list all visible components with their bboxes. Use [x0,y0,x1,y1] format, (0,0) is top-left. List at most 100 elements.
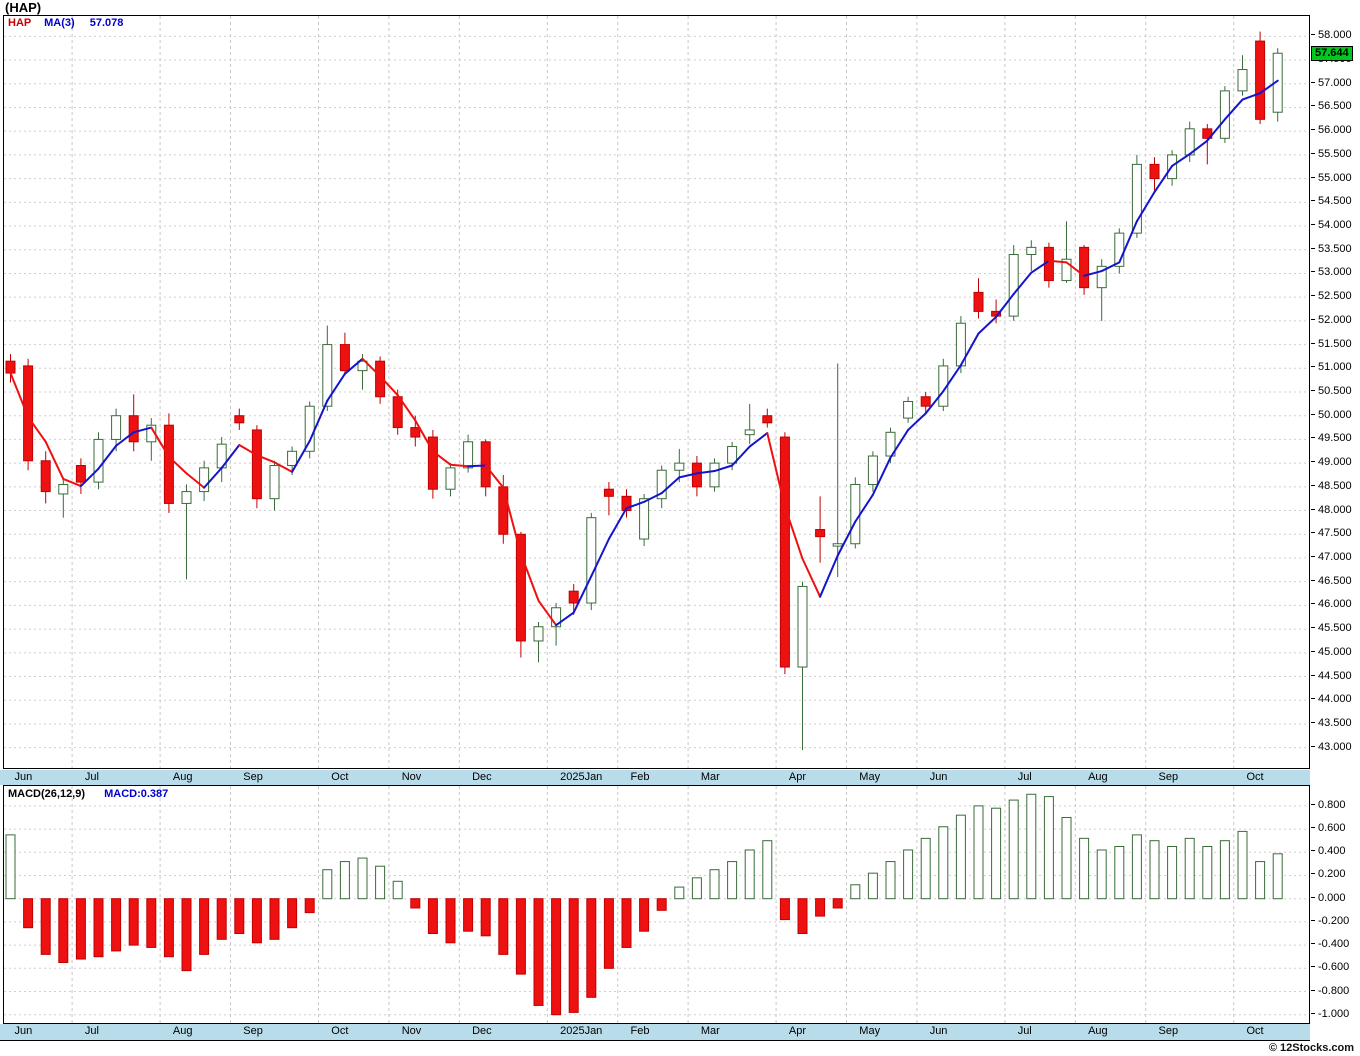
candle-up [639,498,650,540]
candle-down [251,429,262,500]
price-axis-label: 56.500 [1311,100,1352,112]
ma-indicator-label: MA(3) [44,17,75,29]
macd-bar-positive [1008,799,1019,900]
price-axis-label: 47.500 [1311,527,1352,539]
candle-down [920,396,931,407]
price-axis-label: 51.500 [1311,338,1352,350]
price-axis-label: 45.000 [1311,646,1352,658]
candle-up [903,400,914,419]
price-axis-label: 54.000 [1311,219,1352,231]
macd-bar-positive [1255,861,1266,900]
macd-chart [3,785,1310,1024]
candle-up [797,585,808,668]
macd-bar-positive [1219,840,1230,900]
macd-bar-positive [322,869,333,900]
macd-bar-positive [727,861,738,900]
macd-bar-positive [1043,796,1054,900]
candle-up [1061,258,1072,282]
macd-axis-label: -0.800 [1311,985,1349,997]
candle-down [5,360,16,374]
price-grid [4,16,1309,768]
candle-up [445,467,456,490]
price-axis-label: 52.000 [1311,314,1352,326]
macd-bar-negative [603,898,614,969]
macd-bar-positive [850,884,861,900]
macd-bar-negative [234,898,245,935]
candle-up [1026,246,1037,255]
candle-down [375,360,386,398]
macd-bar-positive [867,872,878,900]
price-axis-label: 55.000 [1311,172,1352,184]
price-axis-label: 48.000 [1311,504,1352,516]
month-label: Feb [630,1025,650,1037]
macd-bar-negative [797,898,808,935]
watermark: © 12Stocks.com [1268,1042,1354,1054]
macd-bar-positive [1114,845,1125,900]
candle-up [867,455,878,485]
price-axis-label: 50.500 [1311,385,1352,397]
candle-down [815,529,826,538]
candle-up [357,360,368,372]
candle-up [463,441,474,469]
candle-up [322,344,333,407]
candle-down [603,488,614,497]
candle-down [163,424,174,504]
candle-down [762,415,773,424]
macd-bar-negative [269,898,280,940]
macd-bar-positive [1061,816,1072,900]
price-axis-label: 43.500 [1311,717,1352,729]
macd-bar-positive [920,837,931,900]
ma-line [9,79,1279,627]
month-label: Oct [331,771,349,783]
price-axis-label: 49.000 [1311,456,1352,468]
macd-bar-negative [533,898,544,1006]
macd-bar-positive [1096,849,1107,900]
macd-bar-positive [885,861,896,900]
macd-bar-positive [375,865,386,900]
symbol-label: HAP [8,17,32,29]
macd-bar-positive [1202,845,1213,900]
macd-bar-negative [445,898,456,944]
macd-bar-negative [656,898,667,911]
macd-bar-positive [709,869,720,900]
candle-down [1149,163,1160,180]
candle-up [93,438,104,483]
macd-bars [5,793,1283,1016]
macd-bar-negative [163,898,174,958]
price-axis-label: 52.500 [1311,290,1352,302]
month-label: Apr [788,1025,807,1037]
candle-down [1255,40,1266,120]
month-label: May [859,771,881,783]
macd-bar-positive [1026,793,1037,900]
price-frame [3,15,1310,769]
candle-up [709,462,720,488]
price-axis-label: 45.500 [1311,622,1352,634]
price-chart [3,15,1310,769]
price-axis-label: 47.000 [1311,551,1352,563]
month-label: Sep [1158,771,1179,783]
candle-up [1131,163,1142,234]
price-axis-label: 44.000 [1311,693,1352,705]
macd-bar-positive [1131,834,1142,900]
price-legend: HAP MA(3) 57.078 [8,17,123,29]
macd-bar-positive [691,877,702,900]
candle-up [1237,69,1248,92]
month-label: Jun [14,771,33,783]
month-label: Jul [1017,1025,1032,1037]
price-axis-label: 51.000 [1311,361,1352,373]
candle-up [199,467,210,493]
macd-axis: 0.800 0.600 0.400 0.200 0.000 -0.200 -0.400 -0.… [1311,0,1360,1056]
macd-bar-positive [357,857,368,900]
month-label: Oct [1246,1025,1264,1037]
candle-down [23,365,34,462]
candle-down [1202,128,1213,139]
month-label: Jun [14,1025,33,1037]
macd-bar-negative [93,898,104,958]
macd-bar-negative [427,898,438,935]
macd-axis-label: -0.400 [1311,938,1349,950]
month-label: Aug [1088,1025,1108,1037]
price-axis-label: 50.000 [1311,409,1352,421]
macd-bar-negative [23,898,34,929]
last-price-badge: 57.644 [1311,46,1353,62]
month-label: Aug [1088,771,1108,783]
